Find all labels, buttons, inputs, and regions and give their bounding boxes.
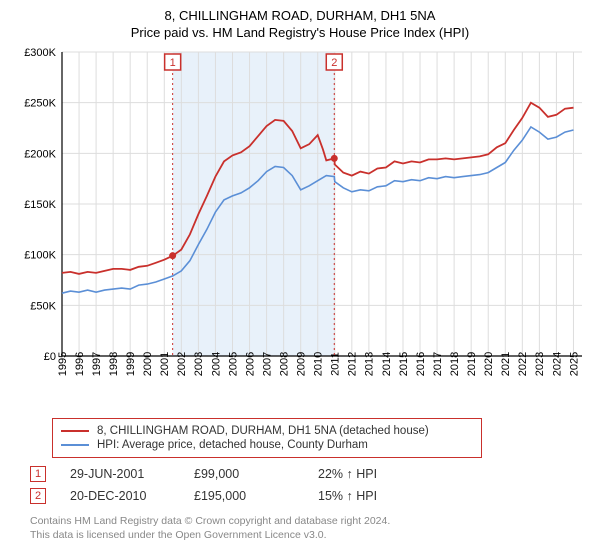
line-chart: £0£50K£100K£150K£200K£250K£300K199519961…	[12, 46, 588, 406]
transaction-hpi-delta: 22% ↑ HPI	[318, 467, 418, 481]
svg-text:£150K: £150K	[24, 199, 56, 211]
transaction-price: £99,000	[194, 467, 294, 481]
chart-container: 8, CHILLINGHAM ROAD, DURHAM, DH1 5NA Pri…	[0, 0, 600, 550]
transaction-date: 29-JUN-2001	[70, 467, 170, 481]
chart-svg: £0£50K£100K£150K£200K£250K£300K199519961…	[12, 46, 588, 406]
svg-text:1: 1	[170, 57, 176, 69]
legend-box: 8, CHILLINGHAM ROAD, DURHAM, DH1 5NA (de…	[52, 418, 482, 458]
svg-text:2: 2	[331, 57, 337, 69]
footer-line-1: Contains HM Land Registry data © Crown c…	[30, 514, 588, 528]
transaction-price: £195,000	[194, 489, 294, 503]
legend-swatch	[61, 430, 89, 432]
transaction-hpi-delta: 15% ↑ HPI	[318, 489, 418, 503]
svg-text:£0: £0	[44, 351, 56, 363]
svg-text:£100K: £100K	[24, 250, 56, 262]
svg-text:£50K: £50K	[30, 300, 56, 312]
title-main: 8, CHILLINGHAM ROAD, DURHAM, DH1 5NA	[12, 8, 588, 23]
legend-item: HPI: Average price, detached house, Coun…	[61, 439, 473, 451]
footer-line-2: This data is licensed under the Open Gov…	[30, 528, 588, 542]
transaction-row: 1 29-JUN-2001 £99,000 22% ↑ HPI	[30, 466, 588, 482]
legend-label: 8, CHILLINGHAM ROAD, DURHAM, DH1 5NA (de…	[97, 425, 429, 437]
svg-text:£300K: £300K	[24, 47, 56, 59]
transaction-date: 20-DEC-2010	[70, 489, 170, 503]
legend-label: HPI: Average price, detached house, Coun…	[97, 439, 368, 451]
svg-text:£200K: £200K	[24, 148, 56, 160]
svg-text:£250K: £250K	[24, 98, 56, 110]
transaction-row: 2 20-DEC-2010 £195,000 15% ↑ HPI	[30, 488, 588, 504]
legend-item: 8, CHILLINGHAM ROAD, DURHAM, DH1 5NA (de…	[61, 425, 473, 437]
title-block: 8, CHILLINGHAM ROAD, DURHAM, DH1 5NA Pri…	[12, 8, 588, 40]
legend-swatch	[61, 444, 89, 446]
transaction-rows: 1 29-JUN-2001 £99,000 22% ↑ HPI 2 20-DEC-2010…	[12, 466, 588, 504]
transaction-marker: 2	[30, 488, 46, 504]
transaction-marker: 1	[30, 466, 46, 482]
footer-attribution: Contains HM Land Registry data © Crown c…	[30, 514, 588, 542]
title-subtitle: Price paid vs. HM Land Registry's House …	[12, 25, 588, 40]
